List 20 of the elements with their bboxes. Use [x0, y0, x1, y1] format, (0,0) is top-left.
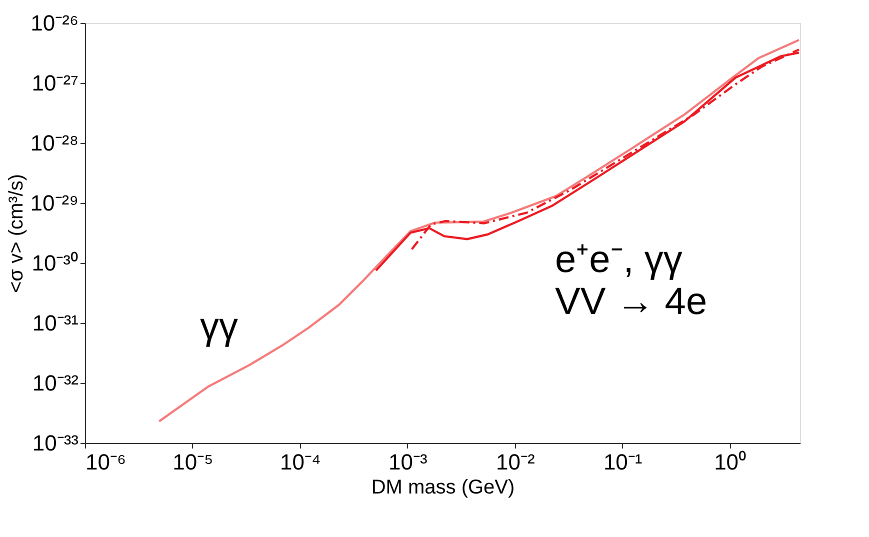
x-tick-label: 10⁻² — [496, 450, 535, 474]
annotation: VV → 4e — [555, 281, 708, 323]
y-tick-label: 10⁻³¹ — [32, 310, 78, 336]
x-tick-label: 10⁻⁵ — [172, 450, 214, 474]
x-tick-label: 10⁰ — [714, 450, 747, 474]
y-tick-label: 10⁻³³ — [32, 430, 78, 456]
x-tick-label: 10⁻⁶ — [86, 450, 126, 474]
y-tick-label: 10⁻²⁷ — [32, 70, 79, 96]
y-tick-label: 10⁻²⁸ — [30, 130, 78, 156]
annotation: γγ — [200, 306, 238, 348]
x-tick-label: 10⁻³ — [388, 450, 428, 474]
y-tick-label: 10⁻³² — [32, 370, 78, 396]
x-axis-title: DM mass (GeV) — [371, 476, 515, 498]
y-tick-label: 10⁻³⁰ — [32, 250, 78, 276]
annotation: e⁺e⁻, γγ — [555, 239, 682, 281]
y-axis-title: <σ v> (cm³/s) — [5, 174, 28, 294]
y-tick-label: 10⁻²⁹ — [30, 190, 78, 216]
x-tick-label: 10⁻¹ — [603, 450, 642, 474]
x-tick-label: 10⁻⁴ — [280, 450, 321, 474]
y-tick-label: 10⁻²⁶ — [30, 10, 78, 36]
